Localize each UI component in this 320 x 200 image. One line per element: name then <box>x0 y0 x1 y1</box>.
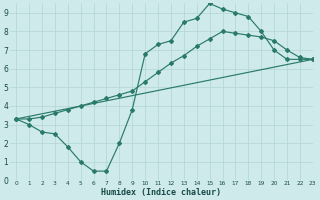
X-axis label: Humidex (Indice chaleur): Humidex (Indice chaleur) <box>101 188 221 197</box>
